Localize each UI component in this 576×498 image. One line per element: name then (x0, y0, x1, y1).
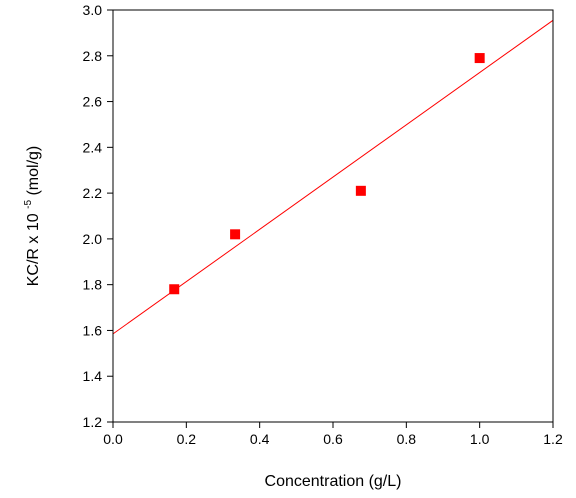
y-tick-label: 2.6 (83, 94, 103, 110)
x-tick-label: 1.2 (543, 431, 563, 447)
fit-line (112, 19, 554, 335)
y-tick-label: 1.4 (83, 368, 103, 384)
x-tick-label: 0.0 (103, 431, 123, 447)
data-point (355, 185, 366, 196)
data-point (230, 229, 241, 240)
data-point (474, 53, 485, 64)
plot-frame (112, 9, 554, 423)
y-tick-label: 1.2 (83, 414, 103, 430)
labels-layer: 0.0 0.2 0.4 0.6 0.8 1.0 1.2 1.2 1.4 1.6 1.8 2.0 2.2 2… (83, 2, 563, 447)
x-tick-label: 0.6 (323, 431, 343, 447)
y-tick-label: 2.8 (83, 48, 103, 64)
y-tick-label: 2.2 (83, 185, 103, 201)
fit-layer (112, 19, 554, 335)
y-axis-title-exponent: -5 (23, 200, 34, 209)
points-layer (169, 53, 485, 295)
y-tick-label: 2.4 (83, 139, 103, 155)
y-tick-label: 1.8 (83, 277, 103, 293)
y-tick-label: 2.0 (83, 231, 103, 247)
y-axis-title-prefix: KC/R x 10 (25, 213, 42, 286)
y-tick-label: 3.0 (83, 2, 103, 18)
y-axis-title-suffix: (mol/g) (25, 146, 42, 196)
x-axis-title: Concentration (g/L) (265, 473, 402, 490)
x-tick-label: 0.8 (397, 431, 417, 447)
x-tick-label: 0.2 (177, 431, 197, 447)
data-point (169, 284, 180, 295)
x-tick-label: 0.4 (250, 431, 270, 447)
y-tick-label: 1.6 (83, 322, 103, 338)
ticks-layer (107, 9, 554, 428)
y-axis-title: KC/R x 10 -5 (mol/g) (18, 146, 42, 287)
x-tick-label: 1.0 (470, 431, 490, 447)
